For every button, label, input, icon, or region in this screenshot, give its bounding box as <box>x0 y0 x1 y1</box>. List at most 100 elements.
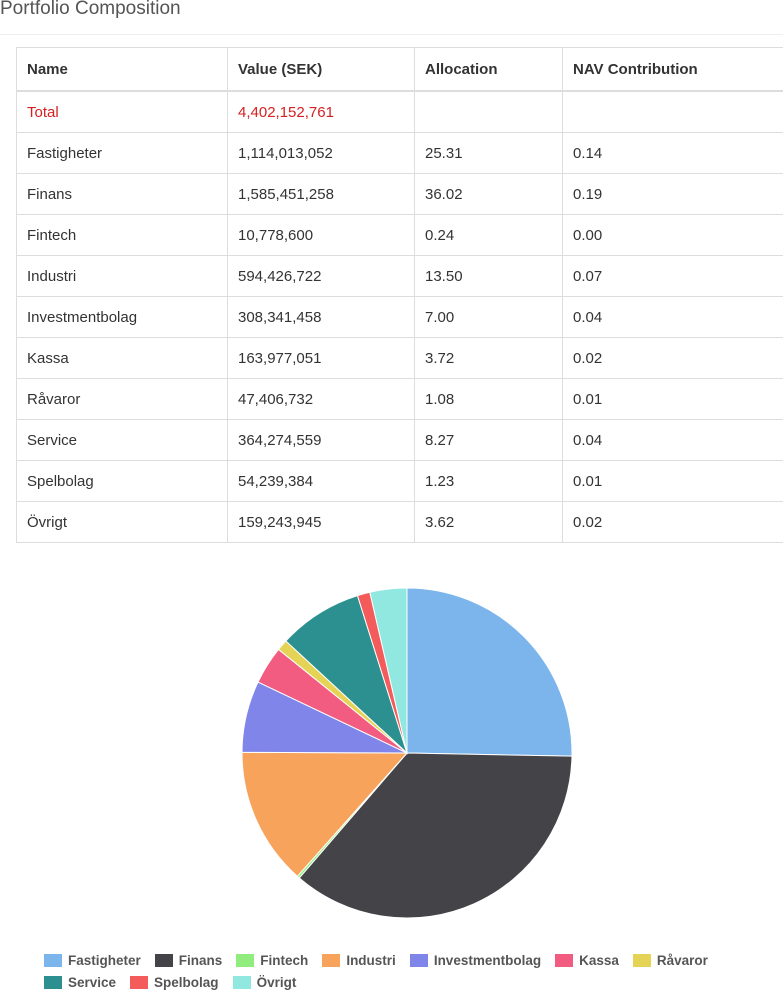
legend-item[interactable]: Spelbolag <box>130 975 219 990</box>
legend-swatch <box>44 975 62 989</box>
legend-row: Fastigheter Finans Fintech Industri Investme… <box>44 949 783 971</box>
cell-nav-contribution: 0.04 <box>562 296 783 338</box>
cell-name: Fastigheter <box>16 132 228 174</box>
pie-slice[interactable] <box>369 587 408 754</box>
table-row: Industri 594,426,722 13.50 0.07 <box>16 255 783 297</box>
cell-nav-contribution: 0.02 <box>562 501 783 543</box>
legend-item[interactable]: Service <box>44 975 116 990</box>
cell-allocation: 36.02 <box>414 173 563 215</box>
table-row: Råvaror 47,406,732 1.08 0.01 <box>16 378 783 420</box>
cell-value: 54,239,384 <box>227 460 415 502</box>
legend-label: Fastigheter <box>68 952 141 968</box>
cell-nav-contribution: 0.19 <box>562 173 783 215</box>
legend-label: Fintech <box>260 952 309 968</box>
table-row-total: Total 4,402,152,761 <box>16 90 783 133</box>
legend-item[interactable]: Övrigt <box>232 974 297 990</box>
legend-swatch <box>409 953 428 967</box>
cell-nav-contribution: 0.14 <box>562 132 783 174</box>
cell-allocation <box>414 90 563 133</box>
cell-nav-contribution: 0.01 <box>562 378 783 420</box>
cell-name: Finans <box>16 173 228 215</box>
cell-allocation: 7.00 <box>414 296 563 338</box>
cell-value: 163,977,051 <box>227 337 415 379</box>
cell-allocation: 13.50 <box>414 255 563 297</box>
table-row: Service 364,274,559 8.27 0.04 <box>16 419 783 461</box>
table-row: Spelbolag 54,239,384 1.23 0.01 <box>16 460 783 502</box>
pie-slice[interactable] <box>406 587 573 757</box>
legend-label: Industri <box>346 952 396 968</box>
cell-allocation: 1.08 <box>414 378 563 420</box>
legend-swatch <box>44 953 62 967</box>
legend-label: Finans <box>178 952 223 968</box>
legend-swatch <box>555 953 574 967</box>
table-row: Övrigt 159,243,945 3.62 0.02 <box>16 501 783 543</box>
portfolio-table: Name Value (SEK) Allocation NAV Contribu… <box>16 47 783 543</box>
cell-value: 159,243,945 <box>227 501 415 543</box>
legend-label: Råvaror <box>656 952 708 968</box>
legend-label: Övrigt <box>256 974 297 990</box>
cell-name: Industri <box>16 255 228 297</box>
column-header-allocation[interactable]: Allocation <box>414 47 563 92</box>
legend-label: Investmentbolag <box>433 952 542 968</box>
column-header-nav-contribution[interactable]: NAV Contribution <box>562 47 783 92</box>
cell-name: Service <box>16 419 228 461</box>
legend-item[interactable]: Finans <box>154 952 223 968</box>
cell-allocation: 3.62 <box>414 501 563 543</box>
column-header-name[interactable]: Name <box>16 47 228 92</box>
table-header-row: Name Value (SEK) Allocation NAV Contribu… <box>16 47 783 92</box>
legend-swatch <box>154 953 173 967</box>
cell-name: Kassa <box>16 337 228 379</box>
cell-allocation: 1.23 <box>414 460 563 502</box>
legend-label: Kassa <box>579 952 619 968</box>
legend-swatch <box>232 975 251 989</box>
cell-allocation: 8.27 <box>414 419 563 461</box>
cell-allocation: 3.72 <box>414 337 563 379</box>
cell-nav-contribution: 0.00 <box>562 214 783 256</box>
cell-value: 594,426,722 <box>227 255 415 297</box>
cell-value: 47,406,732 <box>227 378 415 420</box>
cell-name: Spelbolag <box>16 460 228 502</box>
legend-item[interactable]: Kassa <box>555 953 619 968</box>
cell-name: Råvaror <box>16 378 228 420</box>
cell-value: 308,341,458 <box>227 296 415 338</box>
legend-swatch <box>130 975 149 989</box>
legend-item[interactable]: Investmentbolag <box>409 952 542 968</box>
legend-item[interactable]: Råvaror <box>632 952 708 968</box>
portfolio-table-container: Name Value (SEK) Allocation NAV Contribu… <box>16 47 783 543</box>
table-row: Finans 1,585,451,258 36.02 0.19 <box>16 173 783 215</box>
cell-name: Övrigt <box>16 501 228 543</box>
legend-swatch <box>236 953 255 967</box>
legend-row: Service Spelbolag Övrigt <box>44 971 783 993</box>
table-row: Investmentbolag 308,341,458 7.00 0.04 <box>16 296 783 338</box>
cell-nav-contribution <box>562 90 783 133</box>
cell-name: Investmentbolag <box>16 296 228 338</box>
column-header-value[interactable]: Value (SEK) <box>227 47 415 92</box>
legend-label: Spelbolag <box>154 974 219 990</box>
legend-item[interactable]: Fastigheter <box>44 953 141 968</box>
cell-nav-contribution: 0.04 <box>562 419 783 461</box>
allocation-pie-chart <box>241 587 573 919</box>
legend-swatch <box>632 953 651 967</box>
table-row: Kassa 163,977,051 3.72 0.02 <box>16 337 783 379</box>
cell-value: 1,585,451,258 <box>227 173 415 215</box>
legend-item[interactable]: Fintech <box>236 953 308 968</box>
cell-allocation: 25.31 <box>414 132 563 174</box>
legend-label: Service <box>68 974 117 990</box>
chart-legend: Fastigheter Finans Fintech Industri Investme… <box>44 949 783 993</box>
cell-nav-contribution: 0.01 <box>562 460 783 502</box>
cell-allocation: 0.24 <box>414 214 563 256</box>
cell-name: Total <box>16 90 228 133</box>
cell-nav-contribution: 0.07 <box>562 255 783 297</box>
cell-value: 10,778,600 <box>227 214 415 256</box>
cell-value: 364,274,559 <box>227 419 415 461</box>
legend-swatch <box>322 953 341 967</box>
table-row: Fastigheter 1,114,013,052 25.31 0.14 <box>16 132 783 174</box>
pie-slice[interactable] <box>241 751 409 878</box>
cell-name: Fintech <box>16 214 228 256</box>
page-title: Portfolio Composition <box>0 0 181 19</box>
legend-item[interactable]: Industri <box>322 953 396 968</box>
table-row: Fintech 10,778,600 0.24 0.00 <box>16 214 783 256</box>
cell-value: 1,114,013,052 <box>227 132 415 174</box>
pie-slice[interactable] <box>298 752 573 919</box>
pie-slice[interactable] <box>285 594 409 755</box>
